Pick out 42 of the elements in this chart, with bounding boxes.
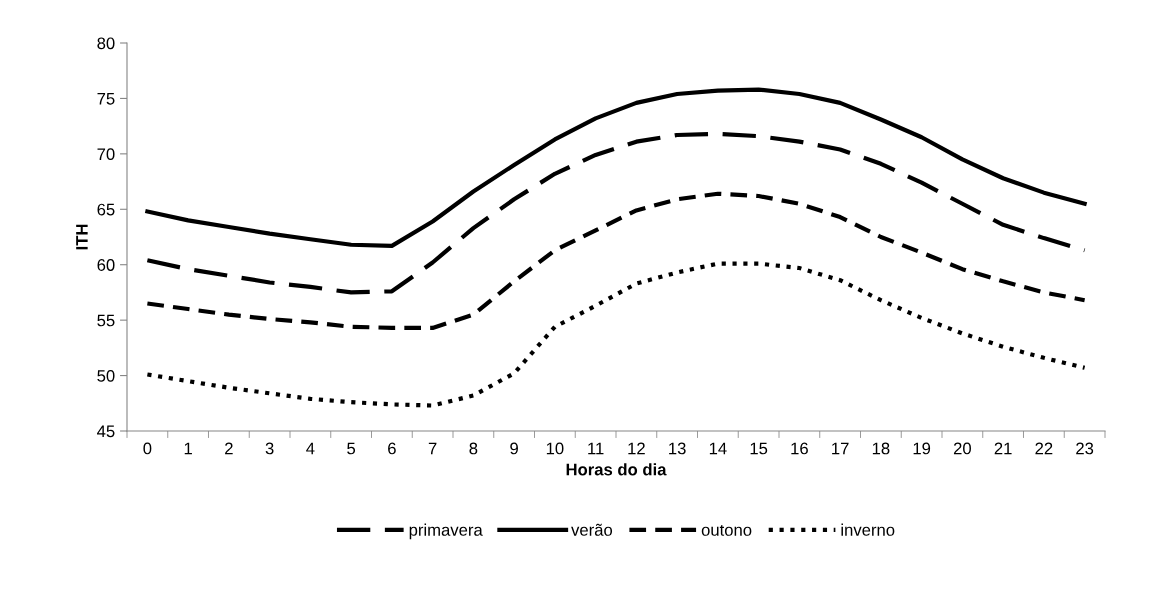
line-series <box>145 131 1087 295</box>
y-tick-label: 50 <box>97 369 115 382</box>
x-tick-label: 23 <box>1076 442 1094 455</box>
legend-label: verão <box>571 523 613 536</box>
x-tick-label: 10 <box>546 442 564 455</box>
x-tick-label: 22 <box>1035 442 1053 455</box>
x-tick-label: 12 <box>628 442 645 455</box>
y-tick-label: 80 <box>97 37 115 50</box>
x-tick-label: 11 <box>588 442 604 455</box>
x-tick-label: 13 <box>669 442 686 455</box>
y-tick-label: 60 <box>97 259 115 271</box>
x-tick-label: 9 <box>510 442 518 455</box>
x-tick-label: 2 <box>225 442 233 455</box>
x-tick-label: 1 <box>184 442 192 455</box>
y-axis-title: ITH <box>76 224 88 250</box>
x-tick-label: 14 <box>709 442 727 455</box>
x-tick-label: 8 <box>469 442 478 455</box>
x-tick-label: 21 <box>994 442 1012 455</box>
x-tick-label: 17 <box>832 442 849 455</box>
x-tick-label: 4 <box>306 442 315 455</box>
x-tick-label: 20 <box>953 442 971 455</box>
y-tick-label: 45 <box>97 425 115 438</box>
x-tick-label: 19 <box>913 442 931 455</box>
line-series <box>145 261 1087 408</box>
line-series <box>145 191 1087 330</box>
x-tick-label: 6 <box>388 442 396 455</box>
x-tick-label: 7 <box>428 442 437 455</box>
y-tick-label: 70 <box>97 148 115 161</box>
legend-label: inverno <box>841 523 895 536</box>
legend-label: primavera <box>409 523 483 540</box>
y-tick-label: 55 <box>97 314 115 327</box>
y-tick-label: 75 <box>97 93 115 105</box>
legend-label: outono <box>701 524 752 536</box>
y-tick-label: 65 <box>97 203 115 216</box>
x-tick-label: 16 <box>791 442 808 455</box>
x-tick-label: 0 <box>143 442 152 455</box>
x-tick-label: 18 <box>872 442 890 455</box>
x-tick-label: 15 <box>750 442 768 455</box>
x-axis-title: Horas do dia <box>566 463 667 476</box>
line-series <box>145 87 1087 248</box>
x-tick-label: 5 <box>347 442 356 455</box>
x-tick-label: 3 <box>265 442 274 455</box>
